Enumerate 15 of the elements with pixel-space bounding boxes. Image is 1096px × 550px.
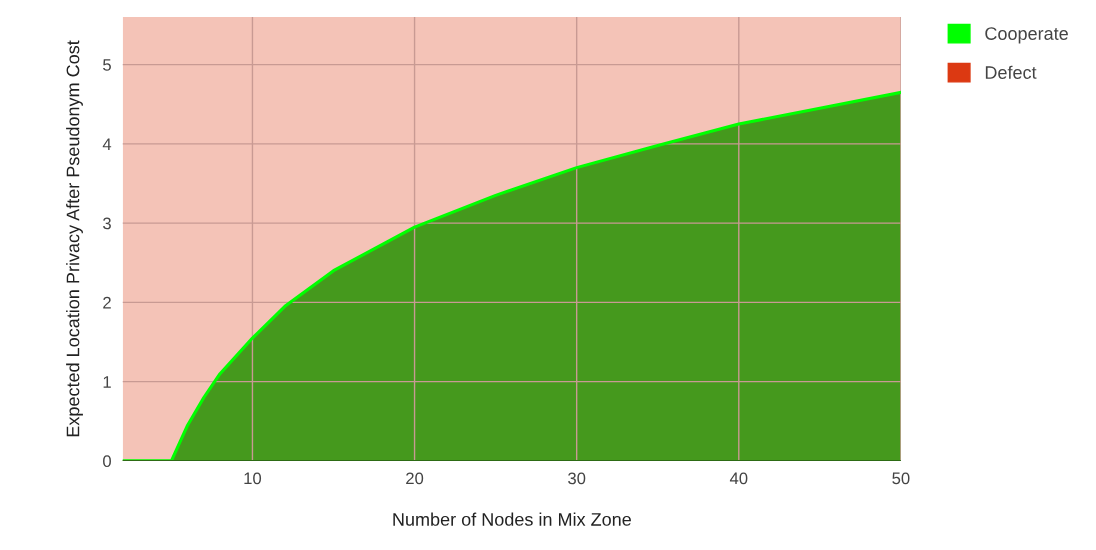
y-tick-label: 3 bbox=[103, 217, 111, 230]
y-axis-title: Expected Location Privacy After Pseudonym Cost bbox=[66, 40, 83, 437]
x-axis-title: Number of Nodes in Mix Zone bbox=[393, 512, 631, 526]
y-tick-label: 5 bbox=[103, 59, 111, 71]
x-tick-label: 30 bbox=[568, 472, 586, 485]
x-tick-label: 10 bbox=[244, 472, 262, 485]
y-tick-label: 4 bbox=[102, 138, 112, 150]
y-tick-label: 2 bbox=[103, 296, 111, 309]
x-tick-label: 50 bbox=[892, 472, 910, 485]
x-tick-label: 40 bbox=[729, 472, 748, 485]
x-tick-label: 20 bbox=[406, 472, 424, 485]
y-tick-label: 1 bbox=[103, 376, 111, 388]
y-tick-label: 0 bbox=[103, 455, 111, 468]
legend-label: Defect bbox=[985, 65, 1037, 79]
legend-label: Cooperate bbox=[985, 27, 1068, 44]
